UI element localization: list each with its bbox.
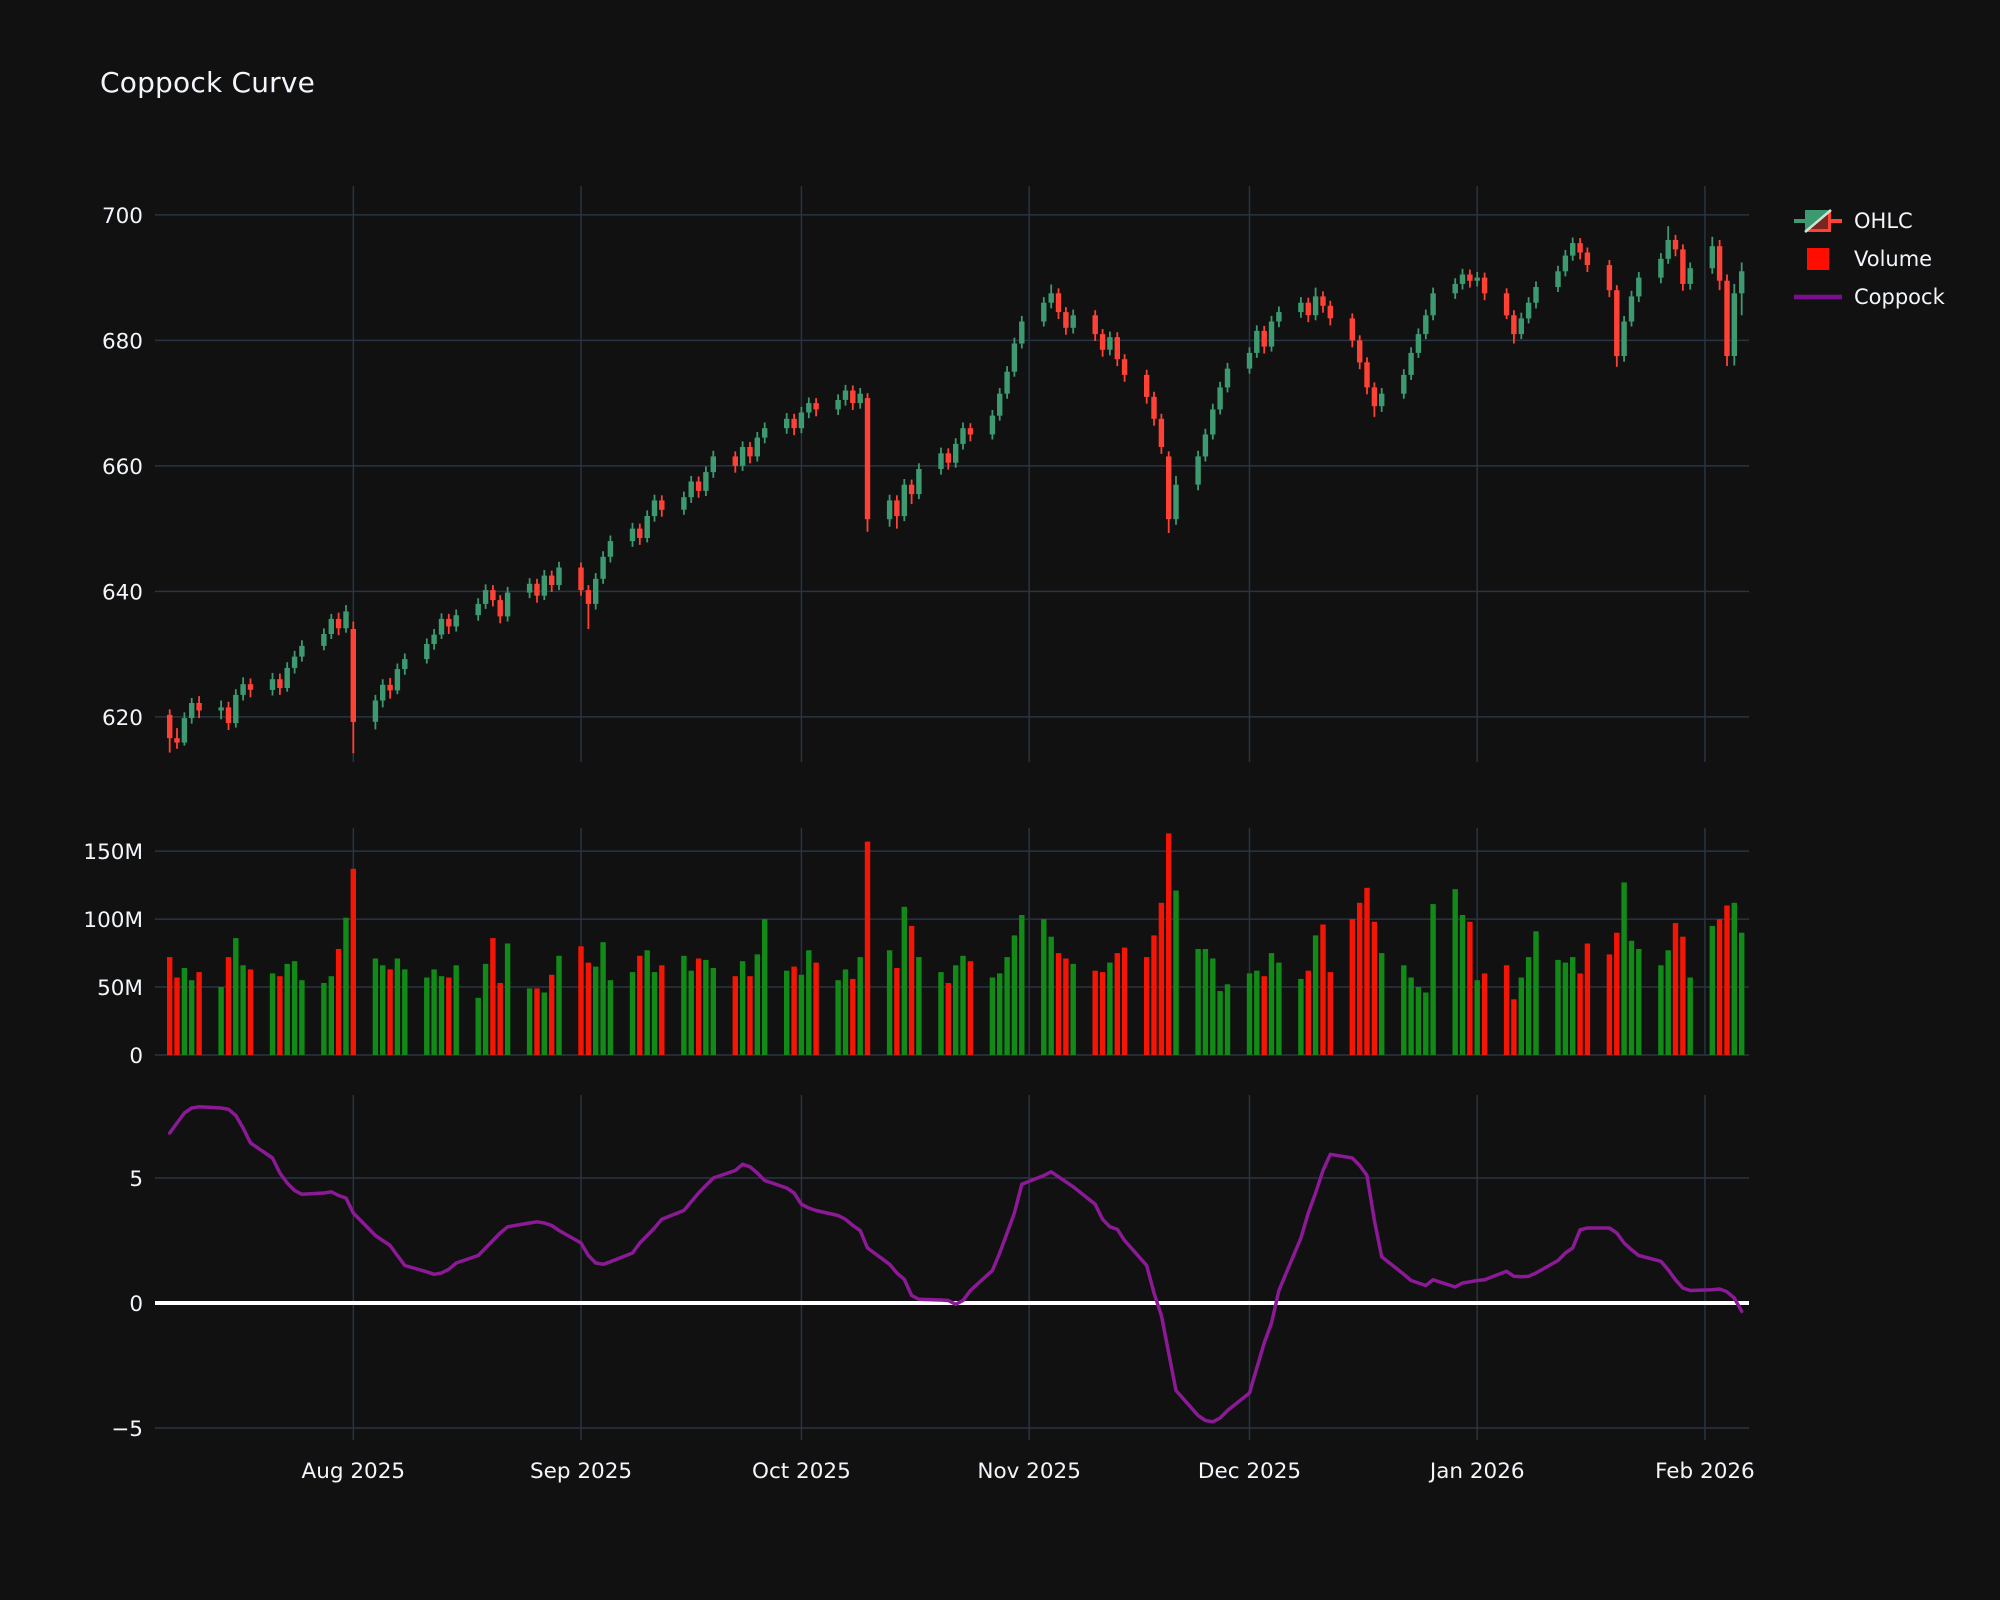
svg-text:Sep 2025: Sep 2025 — [530, 1459, 632, 1484]
svg-text:640: 640 — [102, 580, 143, 605]
svg-text:680: 680 — [102, 329, 143, 354]
svg-text:660: 660 — [102, 455, 143, 480]
chart-title: Coppock Curve — [100, 66, 316, 99]
legend-item-coppock[interactable]: Coppock — [1792, 278, 1945, 316]
svg-text:700: 700 — [102, 204, 143, 229]
volume-bars — [167, 833, 1745, 1055]
grid-layer — [155, 186, 1749, 1440]
coppock-line-icon — [1792, 292, 1844, 302]
candles — [167, 226, 1745, 754]
svg-text:0: 0 — [129, 1292, 143, 1317]
legend-item-ohlc[interactable]: OHLC — [1792, 202, 1945, 240]
svg-text:150M: 150M — [83, 840, 143, 865]
svg-text:50M: 50M — [97, 976, 143, 1001]
svg-text:Jan 2026: Jan 2026 — [1428, 1459, 1525, 1484]
legend-label-volume: Volume — [1854, 247, 1933, 271]
candlestick-icon — [1792, 207, 1844, 235]
legend: OHLC Volume Coppock — [1792, 202, 1945, 316]
svg-text:620: 620 — [102, 706, 143, 731]
svg-text:Aug 2025: Aug 2025 — [302, 1459, 406, 1484]
coppock-line — [167, 1105, 1744, 1424]
svg-text:0: 0 — [129, 1044, 143, 1069]
svg-text:5: 5 — [129, 1167, 143, 1192]
svg-text:Feb 2026: Feb 2026 — [1655, 1459, 1755, 1484]
svg-text:100M: 100M — [83, 908, 143, 933]
svg-text:Nov 2025: Nov 2025 — [977, 1459, 1081, 1484]
volume-swatch-icon — [1792, 247, 1844, 271]
legend-item-volume[interactable]: Volume — [1792, 240, 1945, 278]
svg-text:Dec 2025: Dec 2025 — [1198, 1459, 1301, 1484]
axis-labels: 620 640 660 680 700 0 50M 100M 150M −5 0 5 Aug 2025 S… — [83, 204, 1754, 1484]
legend-label-ohlc: OHLC — [1854, 209, 1913, 233]
legend-label-coppock: Coppock — [1854, 285, 1945, 309]
svg-text:−5: −5 — [111, 1417, 143, 1442]
svg-text:Oct 2025: Oct 2025 — [752, 1459, 851, 1484]
